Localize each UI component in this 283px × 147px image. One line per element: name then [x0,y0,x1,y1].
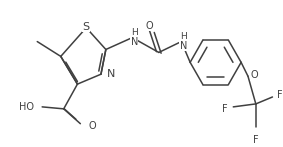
Text: N: N [130,37,138,47]
Text: H: H [131,28,138,37]
Text: S: S [83,22,90,32]
Text: N: N [107,69,115,79]
Text: H: H [180,32,187,41]
Text: F: F [277,90,283,100]
Text: HO: HO [19,102,34,112]
Text: F: F [222,104,227,114]
Text: O: O [88,121,96,131]
Text: N: N [180,41,187,51]
Text: F: F [253,135,259,145]
Text: O: O [145,21,153,31]
Text: O: O [251,70,259,80]
